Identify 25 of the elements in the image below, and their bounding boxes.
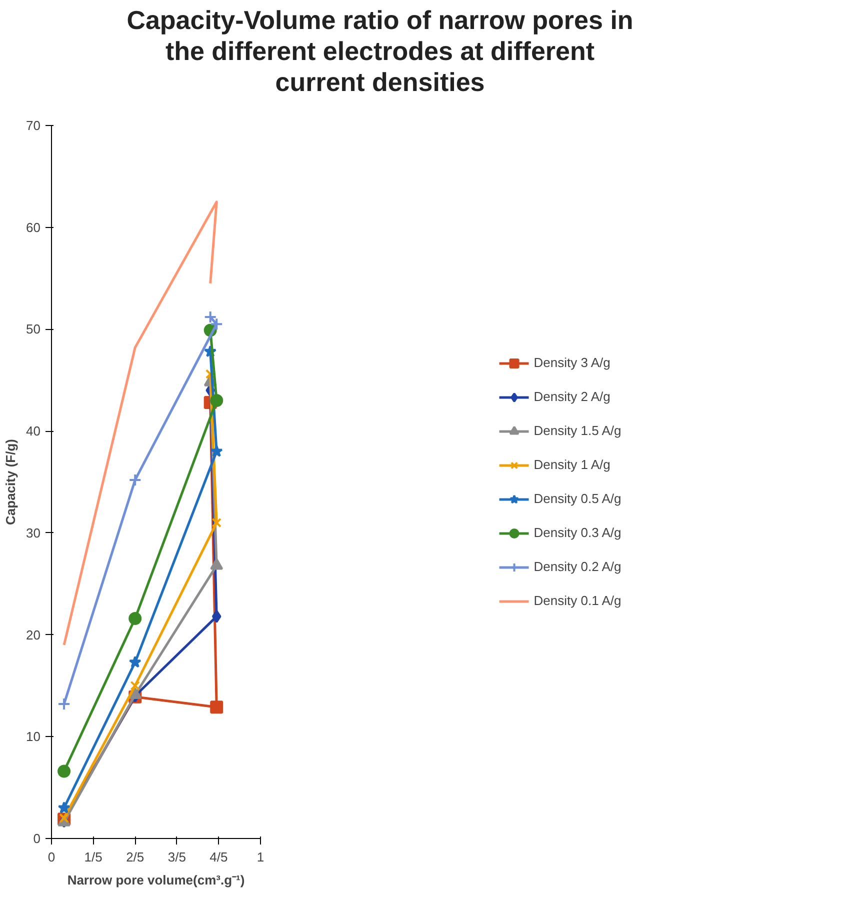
x-tick-label: 3/5 — [168, 850, 186, 864]
legend-label: Density 0.2 A/g — [534, 559, 622, 574]
x-tick-label: 2/5 — [126, 850, 144, 864]
legend-label: Density 1.5 A/g — [534, 423, 622, 438]
legend-label: Density 2 A/g — [534, 389, 610, 404]
legend-label: Density 0.1 A/g — [534, 593, 622, 608]
y-tick-label: 10 — [26, 729, 41, 744]
legend-label: Density 3 A/g — [534, 355, 610, 370]
legend-label: Density 0.5 A/g — [534, 491, 622, 506]
y-tick-label: 60 — [26, 220, 41, 235]
x-tick-label: 1 — [256, 850, 264, 864]
y-tick-label: 40 — [26, 424, 41, 439]
x-axis-title: Narrow pore volume(cm³.g⁻¹) — [67, 872, 245, 888]
y-tick-label: 30 — [26, 525, 41, 540]
y-tick-label: 0 — [33, 831, 41, 846]
y-axis-title: Capacity (F/g) — [3, 439, 18, 525]
x-tick-label: 0 — [48, 850, 56, 864]
text: Capacity-Volume ratio of narrow pores in the different electrodes at different current densities — [126, 5, 634, 99]
x-tick-label: 4/5 — [210, 850, 228, 864]
y-tick-label: 50 — [26, 322, 41, 337]
y-tick-label: 70 — [26, 118, 41, 133]
y-tick-label: 20 — [26, 627, 41, 642]
legend-label: Density 0.3 A/g — [534, 525, 622, 540]
legend-label: Density 1 A/g — [534, 457, 610, 472]
x-tick-label: 1/5 — [84, 850, 102, 864]
